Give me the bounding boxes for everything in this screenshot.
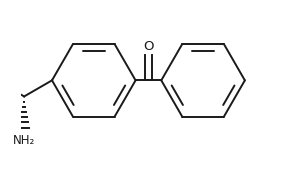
Text: NH₂: NH₂ <box>13 134 35 147</box>
Text: O: O <box>143 40 154 53</box>
